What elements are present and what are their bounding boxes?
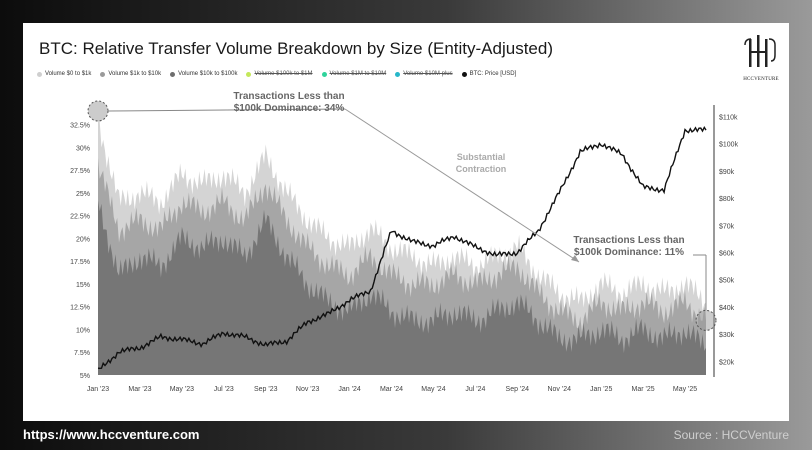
- y-left-tick-label: 5%: [80, 373, 90, 380]
- legend-label: Volume $100k to $1M: [254, 71, 313, 77]
- legend-item[interactable]: Volume $100k to $1M: [246, 71, 313, 77]
- legend-swatch-icon: [395, 71, 401, 77]
- y-left-tick-label: 7.5%: [74, 350, 90, 357]
- annotation-line-start: [107, 108, 346, 112]
- legend-label: BTC: Price [USD]: [469, 71, 517, 77]
- legend-label: Volume $10k to $100k: [178, 71, 238, 77]
- footer-url[interactable]: https://www.hccventure.com: [23, 427, 200, 442]
- chart-legend: Volume $0 to $1k Volume $1k to $10k Volume…: [37, 71, 516, 77]
- legend-swatch-icon: [37, 71, 42, 77]
- x-tick-label: Mar '23: [128, 386, 151, 393]
- legend-label: Volume $1M to $10M: [329, 71, 387, 77]
- legend-swatch-icon: [246, 71, 252, 77]
- y-right-tick-label: $90k: [719, 169, 735, 176]
- y-left-tick-label: 10%: [76, 327, 90, 334]
- y-left-tick-label: 32.5%: [70, 123, 90, 130]
- x-tick-label: Nov '24: [547, 386, 571, 393]
- y-right-tick-label: $70k: [719, 223, 735, 230]
- y-right-tick-label: $110k: [719, 114, 738, 121]
- x-tick-label: May '24: [421, 386, 445, 393]
- legend-swatch-icon: [321, 71, 327, 77]
- x-tick-label: May '23: [170, 386, 194, 393]
- legend-item[interactable]: Volume $10k to $100k: [170, 71, 237, 77]
- x-tick-label: Sep '24: [506, 386, 530, 393]
- x-tick-label: Nov '23: [296, 386, 320, 393]
- x-tick-label: Sep '23: [254, 386, 278, 393]
- dominance-end-marker: [695, 309, 717, 331]
- contraction-arrow-head: [571, 255, 579, 262]
- x-tick-label: Jan '24: [338, 386, 360, 393]
- y-left-tick-label: 25%: [76, 191, 90, 198]
- y-right-tick-label: $80k: [719, 196, 735, 203]
- legend-item[interactable]: Volume $1k to $10k: [100, 71, 161, 77]
- dominance-start-marker: [87, 100, 109, 122]
- y-right-tick-label: $20k: [719, 359, 735, 366]
- hcc-logo-icon: [744, 35, 776, 67]
- chart-area: 5% 7.5% 10% 12.5% 15% 17.5% 20% 22.5% 25% 27.5% 30…: [70, 91, 739, 393]
- y-right-tick-label: $50k: [719, 278, 735, 285]
- legend-swatch-icon: [170, 71, 176, 77]
- y-left-tick-label: 27.5%: [70, 168, 90, 175]
- legend-item[interactable]: Volume $0 to $1k: [37, 71, 91, 77]
- y-right-tick-label: $60k: [719, 251, 735, 258]
- legend-label: Volume $1k to $10k: [108, 71, 162, 77]
- x-tick-label: Mar '24: [380, 386, 403, 393]
- x-tick-label: May '25: [673, 386, 697, 393]
- annotation-contraction: Substantial Contraction: [456, 152, 507, 174]
- legend-item[interactable]: Volume $10M plus: [395, 71, 453, 77]
- chart-title: BTC: Relative Transfer Volume Breakdown …: [39, 39, 553, 58]
- y-left-tick-label: 17.5%: [70, 259, 90, 266]
- y-left-tick-label: 22.5%: [70, 214, 90, 221]
- footer-source: Source : HCCVenture: [673, 428, 789, 442]
- y-left-tick-label: 20%: [76, 236, 90, 243]
- legend-label: Volume $0 to $1k: [45, 71, 92, 77]
- x-tick-label: Jul '24: [465, 386, 485, 393]
- y-left-tick-label: 30%: [76, 145, 90, 152]
- x-tick-label: Mar '25: [632, 386, 655, 393]
- contraction-arrow-line: [344, 108, 580, 263]
- y-right-tick-label: $40k: [719, 305, 735, 312]
- legend-item[interactable]: Volume $1M to $10M: [321, 71, 387, 77]
- area-series-volume-10k-to-100k: [98, 200, 706, 375]
- legend-item[interactable]: BTC: Price [USD]: [461, 71, 517, 77]
- legend-label: Volume $10M plus: [403, 71, 453, 77]
- chart-card: BTC: Relative Transfer Volume Breakdown …: [23, 23, 789, 421]
- btc-price-line: [97, 125, 707, 370]
- legend-swatch-icon: [461, 71, 467, 77]
- y-left-tick-label: 12.5%: [70, 305, 90, 312]
- y-right-tick-label: $30k: [719, 332, 735, 339]
- x-tick-label: Jan '25: [590, 386, 612, 393]
- y-right-tick-label: $100k: [719, 142, 739, 149]
- annotation-dominance-end: Transactions Less than $100k Dominance: 1…: [573, 235, 684, 258]
- x-tick-label: Jul '23: [214, 386, 234, 393]
- logo-text: HCCVENTURE: [743, 77, 779, 82]
- y-left-tick-label: 15%: [76, 282, 90, 289]
- annotation-dominance-start: Transactions Less than $100k Dominance: 3…: [233, 91, 344, 114]
- legend-swatch-icon: [100, 71, 106, 77]
- x-tick-label: Jan '23: [87, 386, 109, 393]
